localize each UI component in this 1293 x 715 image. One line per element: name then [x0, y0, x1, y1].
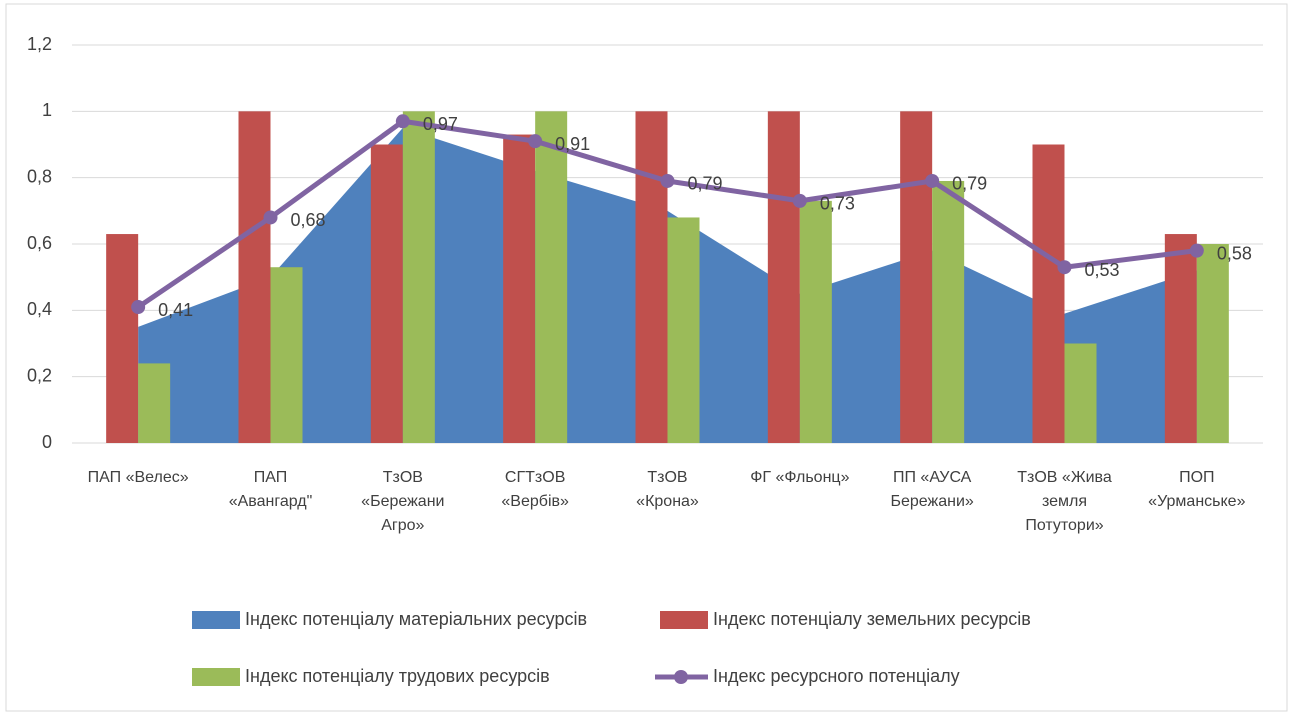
x-tick-label: ФГ «Фльонц»	[750, 469, 850, 486]
line-marker	[792, 193, 807, 208]
x-tick-label: ПП «АУСА Бережани»	[890, 469, 974, 510]
line-marker	[1057, 260, 1072, 275]
legend-swatch	[192, 668, 240, 686]
bar	[799, 200, 832, 443]
bar	[106, 234, 139, 443]
bar	[767, 111, 800, 443]
legend-swatch	[674, 670, 688, 684]
legend-label: Індекс потенціалу матеріальних ресурсів	[245, 609, 587, 629]
y-tick-label: 1,2	[27, 34, 52, 54]
legend-swatch	[660, 611, 708, 629]
bar	[932, 180, 965, 443]
line-marker	[528, 134, 543, 149]
bar	[402, 111, 435, 443]
x-tick-label: ПАП «Авангард"	[228, 469, 313, 510]
line-marker	[263, 210, 278, 225]
legend: Індекс потенціалу матеріальних ресурсів І…	[192, 609, 1031, 686]
legend-label: Індекс потенціалу трудових ресурсів	[245, 666, 550, 686]
bar	[138, 363, 171, 443]
legend-label: Індекс потенціалу земельних ресурсів	[713, 609, 1031, 629]
bar	[535, 111, 568, 443]
bar	[900, 111, 933, 443]
chart-frame	[5, 3, 1288, 712]
legend-label: Індекс ресурсного потенціалу	[713, 666, 960, 686]
x-tick-label: СГТзОВ «Вербів»	[501, 469, 569, 510]
bar	[1196, 244, 1229, 443]
y-tick-label: 0	[42, 432, 52, 452]
x-tick-label: ПАП «Велес»	[87, 469, 189, 486]
y-tick-label: 0,8	[27, 166, 52, 186]
x-tick-label: ТзОВ «Бережани Агро»	[361, 469, 445, 534]
marks: 0,41 0,68 0,97 0,91 0,79 0,73 0,79 0,53 0,58	[106, 111, 1252, 444]
legend-swatch	[192, 611, 240, 629]
line-marker	[395, 114, 410, 129]
data-label: 0,53	[1085, 260, 1120, 280]
data-label: 0,73	[820, 194, 855, 214]
line-marker	[660, 173, 675, 188]
x-tick-label: ТзОВ «Жива земля Потутори»	[1017, 469, 1112, 534]
bar	[238, 111, 271, 443]
data-label: 0,97	[423, 114, 458, 134]
y-tick-label: 1	[42, 100, 52, 120]
bar	[503, 134, 536, 444]
line-marker	[131, 300, 146, 315]
data-label: 0,79	[952, 174, 987, 194]
bar	[1164, 234, 1197, 443]
data-label: 0,58	[1217, 243, 1252, 263]
y-tick-label: 0,2	[27, 365, 52, 385]
bar	[1064, 343, 1097, 443]
data-label: 0,68	[291, 210, 326, 230]
bar	[635, 111, 668, 443]
bar	[270, 267, 303, 443]
data-label: 0,41	[158, 300, 193, 320]
line-marker	[925, 173, 940, 188]
data-label: 0,79	[688, 174, 723, 194]
data-label: 0,91	[555, 134, 590, 154]
x-tick-label: ПОП «Урманське»	[1148, 469, 1246, 510]
bar	[1032, 144, 1065, 443]
bar	[667, 217, 700, 443]
x-tick-label: ТзОВ «Крона»	[636, 469, 699, 510]
y-tick-label: 0,6	[27, 233, 52, 253]
bar	[370, 144, 403, 443]
line-marker	[1189, 243, 1204, 258]
y-tick-label: 0,4	[27, 299, 52, 319]
